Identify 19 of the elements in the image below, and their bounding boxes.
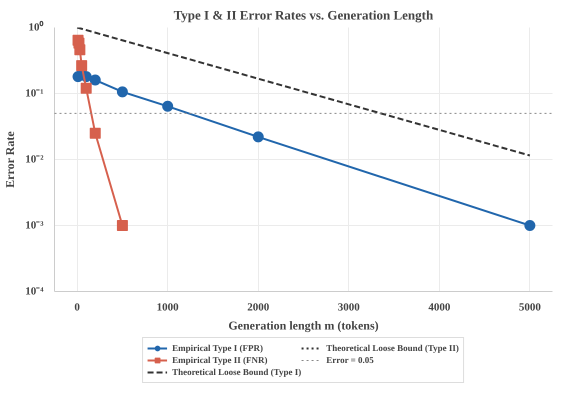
x-tick-label: 1000: [156, 302, 180, 314]
x-tick-label: 4000: [428, 302, 451, 314]
x-tick-label: 0: [74, 302, 80, 314]
y-tick-label: 10⁻³: [25, 220, 44, 232]
legend-label: Theoretical Loose Bound (Type II): [326, 342, 459, 354]
legend-label: Empirical Type II (FNR): [172, 354, 268, 366]
y-tick-label: 10⁻¹: [25, 88, 44, 100]
legend-label: Theoretical Loose Bound (Type I): [172, 366, 302, 378]
x-axis-title: Generation length m (tokens): [228, 318, 379, 332]
y-tick-label: 10⁰: [28, 20, 44, 34]
legend-label: Empirical Type I (FPR): [172, 342, 263, 354]
chart-title: Type I & II Error Rates vs. Generation Length: [174, 8, 434, 22]
legend-label: Error = 0.05: [326, 354, 374, 366]
x-tick-label: 5000: [518, 302, 542, 314]
x-tick-label: 2000: [247, 302, 270, 314]
y-tick-label: 10⁻²: [25, 154, 44, 166]
y-tick-label: 10⁻⁴: [25, 286, 44, 298]
x-tick-label: 3000: [338, 302, 360, 314]
y-axis-title: Error Rate: [3, 130, 18, 188]
